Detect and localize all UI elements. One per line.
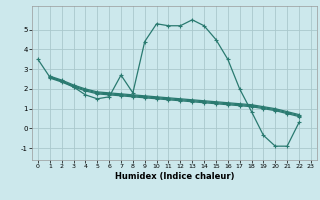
X-axis label: Humidex (Indice chaleur): Humidex (Indice chaleur) bbox=[115, 172, 234, 181]
